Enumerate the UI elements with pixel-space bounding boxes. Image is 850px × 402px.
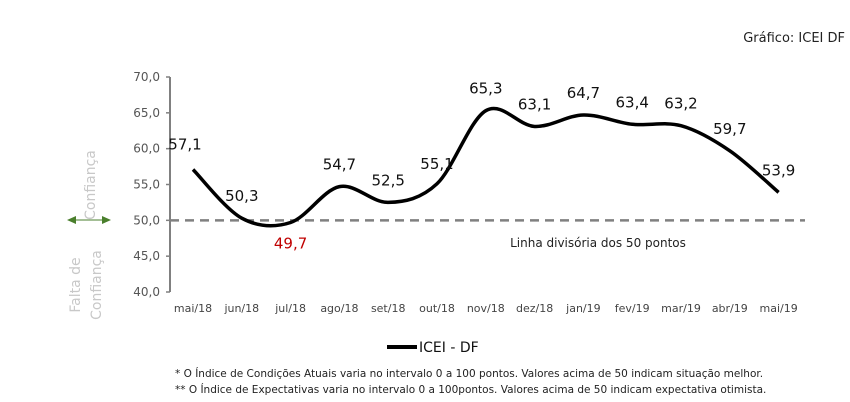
data-label: 63,1	[518, 95, 551, 113]
side-label-confianca: Confiança	[83, 150, 99, 220]
x-tick-label: jan/19	[565, 302, 600, 315]
data-label: 57,1	[168, 135, 201, 153]
data-label: 63,4	[615, 93, 648, 111]
data-label: 53,9	[762, 161, 795, 179]
side-label-falta-de: Falta de	[68, 257, 84, 312]
double-arrow-icon	[67, 216, 111, 224]
side-label-confianca-2: Confiança	[89, 250, 105, 320]
x-tick-label: jul/18	[274, 302, 306, 315]
x-tick-label: mai/18	[174, 302, 212, 315]
data-label: 63,2	[664, 95, 697, 113]
data-label: 52,5	[371, 171, 404, 189]
x-tick-label: nov/18	[467, 302, 505, 315]
source-label: Gráfico: ICEI DF	[743, 31, 845, 46]
divider-label: Linha divisória dos 50 pontos	[510, 236, 686, 250]
x-tick-label: fev/19	[615, 302, 650, 315]
x-tick-label: abr/19	[712, 302, 748, 315]
data-label: 54,7	[323, 156, 356, 174]
y-tick-label: 50,0	[133, 213, 160, 227]
data-label: 55,1	[420, 155, 453, 173]
x-tick-label: jun/18	[223, 302, 259, 315]
y-tick-label: 60,0	[133, 142, 160, 156]
x-tick-label: ago/18	[320, 302, 358, 315]
legend: ICEI - DF	[387, 340, 479, 356]
x-tick-label: dez/18	[516, 302, 553, 315]
data-label: 64,7	[567, 84, 600, 102]
data-label: 65,3	[469, 80, 502, 98]
footnote-1: * O Índice de Condições Atuais varia no …	[175, 367, 763, 380]
y-tick-label: 65,0	[133, 106, 160, 120]
series-line-icei-df	[191, 106, 780, 228]
y-tick-label: 45,0	[133, 249, 160, 263]
legend-label: ICEI - DF	[419, 340, 479, 356]
x-tick-label: set/18	[371, 302, 406, 315]
data-label: 50,3	[225, 187, 258, 205]
y-tick-label: 55,0	[133, 178, 160, 192]
x-tick-label: mai/19	[759, 302, 797, 315]
x-tick-label: mar/19	[661, 302, 701, 315]
data-label: 49,7	[274, 234, 307, 252]
data-label: 59,7	[713, 120, 746, 138]
y-tick-label: 40,0	[133, 285, 160, 299]
x-tick-label: out/18	[419, 302, 455, 315]
footnote-2: ** O Índice de Expectativas varia no int…	[175, 383, 766, 396]
y-tick-label: 70,0	[133, 70, 160, 84]
